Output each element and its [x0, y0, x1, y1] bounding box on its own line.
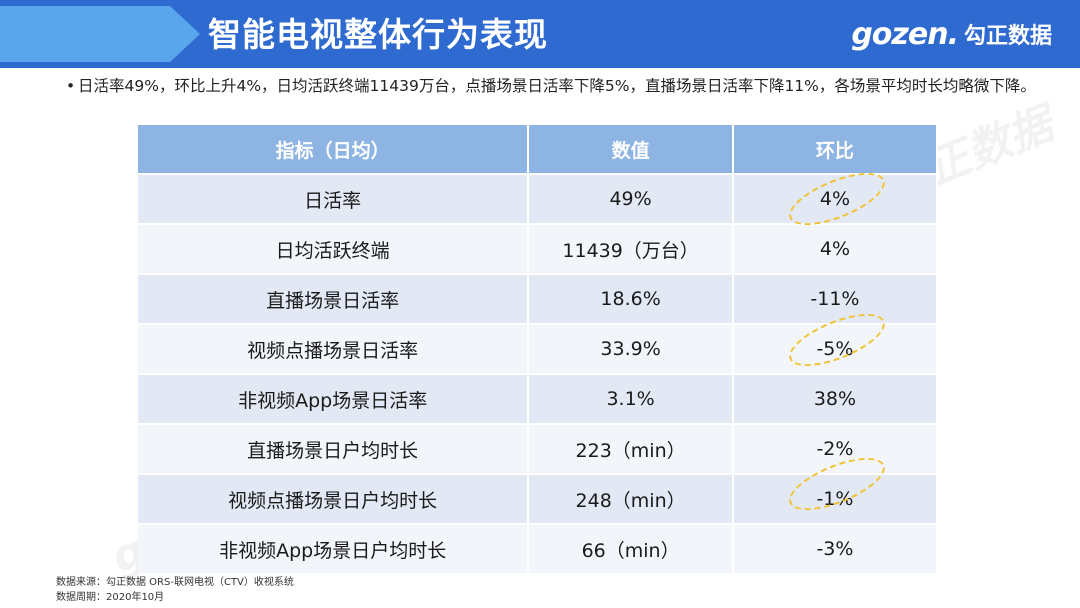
metric-cell: 非视频App场景日活率 [138, 373, 530, 424]
table-row: 直播场景日户均时长 223（min） -2% [138, 423, 939, 474]
change-cell: -2% [732, 423, 939, 474]
brand-logo: gozen. 勾正数据 [851, 16, 1052, 52]
table-row: 日均活跃终端 11439（万台） 4% [138, 223, 939, 274]
value-cell: 49% [528, 173, 734, 224]
logo-mark: gozen. [851, 16, 959, 52]
metric-cell: 日均活跃终端 [138, 223, 530, 274]
table-header-row: 指标（日均） 数值 环比 [138, 125, 939, 174]
metric-cell: 直播场景日户均时长 [138, 423, 530, 474]
header-accent-tab [0, 6, 200, 62]
column-header-value: 数值 [528, 125, 734, 174]
page-title: 智能电视整体行为表现 [208, 15, 548, 54]
change-cell: 38% [732, 373, 939, 424]
logo-text: 勾正数据 [963, 24, 1052, 49]
footer-notes: 数据来源：勾正数据 ORS-联网电视（CTV）收视系统 数据周期：2020年10… [56, 575, 294, 605]
metric-cell: 直播场景日活率 [138, 273, 530, 324]
bullet-dot: • [66, 77, 76, 95]
change-cell: -3% [732, 523, 939, 573]
metric-cell: 视频点播场景日户均时长 [138, 473, 530, 524]
column-header-change: 环比 [732, 125, 939, 174]
change-cell: 4% [732, 173, 939, 224]
value-cell: 223（min） [528, 423, 734, 474]
change-cell: 4% [732, 223, 939, 274]
table-row: 视频点播场景日户均时长 248（min） -1% [138, 473, 939, 524]
data-period: 数据周期：2020年10月 [56, 592, 165, 603]
summary-bullet: • 日活率49%，环比上升4%，日均活跃终端11439万台，点播场景日活率下降5… [66, 76, 1038, 97]
table-row: 日活率 49% 4% [138, 173, 939, 224]
table-row: 非视频App场景日活率 3.1% 38% [138, 373, 939, 424]
table-row: 非视频App场景日户均时长 66（min） -3% [138, 523, 939, 573]
change-cell: -5% [732, 323, 939, 374]
table-row: 直播场景日活率 18.6% -11% [138, 273, 939, 324]
change-cell: -1% [732, 473, 939, 524]
metric-cell: 非视频App场景日户均时长 [138, 523, 530, 573]
summary-text: 日活率49%，环比上升4%，日均活跃终端11439万台，点播场景日活率下降5%，… [78, 77, 1036, 95]
data-source: 数据来源：勾正数据 ORS-联网电视（CTV）收视系统 [56, 577, 294, 588]
metrics-table: 指标（日均） 数值 环比 日活率 49% 4% 日均活跃终端 11439（万台）… [138, 125, 939, 573]
metric-cell: 视频点播场景日活率 [138, 323, 530, 374]
value-cell: 11439（万台） [528, 223, 734, 274]
metric-cell: 日活率 [138, 173, 530, 224]
value-cell: 18.6% [528, 273, 734, 324]
column-header-metric: 指标（日均） [138, 125, 530, 174]
value-cell: 33.9% [528, 323, 734, 374]
value-cell: 3.1% [528, 373, 734, 424]
value-cell: 66（min） [528, 523, 734, 573]
value-cell: 248（min） [528, 473, 734, 524]
table-row: 视频点播场景日活率 33.9% -5% [138, 323, 939, 374]
change-cell: -11% [732, 273, 939, 324]
